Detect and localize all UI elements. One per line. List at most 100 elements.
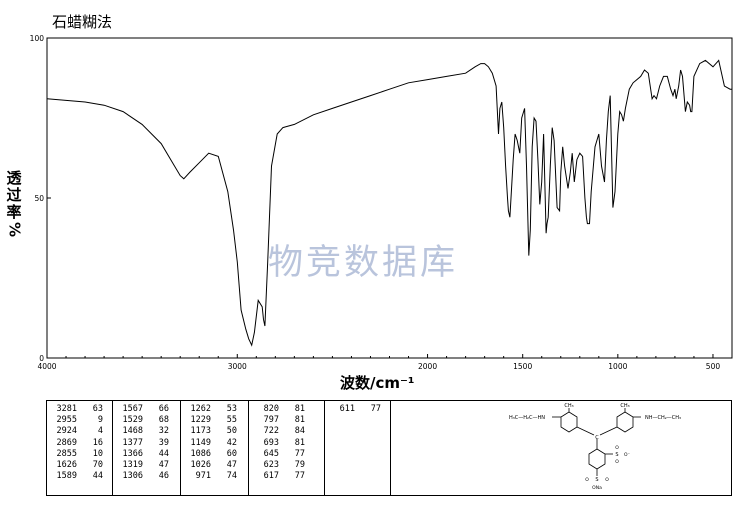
- peak-transmittance: 81: [294, 404, 305, 414]
- peak-column: 820 81 797 81 722 84 693 81 645 77 623 79 617 77: [249, 401, 325, 495]
- peak-wavenumber: 1306: [122, 471, 143, 482]
- peak-row: 2955 9: [47, 415, 112, 426]
- peak-row: 1026 47: [181, 460, 248, 471]
- peak-wavenumber: 1567: [122, 404, 143, 414]
- peak-transmittance: 79: [294, 460, 305, 471]
- peak-row: 1262 53: [181, 404, 248, 415]
- y-axis-label-char: 透: [6, 169, 22, 187]
- peak-wavenumber: 1366: [122, 448, 143, 459]
- y-tick-label: 100: [30, 34, 45, 43]
- peak-wavenumber: 1589: [56, 471, 77, 482]
- peak-transmittance: 46: [158, 471, 169, 482]
- peak-transmittance: 9: [97, 415, 103, 426]
- peak-row: 611 77: [325, 404, 390, 415]
- peak-wavenumber: 617: [263, 471, 279, 482]
- structure-label: O: [615, 459, 619, 465]
- peak-transmittance: 70: [92, 460, 103, 471]
- peak-row: 2869 16: [47, 438, 112, 449]
- peak-transmittance: 32: [158, 426, 169, 437]
- ir-spectrum-chart: 4000 3000 2000 1500 1000 500 0 50 100: [30, 34, 733, 371]
- plot-frame: [46, 37, 733, 359]
- x-tick-label: 1000: [608, 362, 627, 371]
- x-tick-label: 3000: [228, 362, 247, 371]
- structure-label: NH—CH₂—CH₃: [645, 415, 681, 421]
- structure-label: CH₃: [564, 403, 573, 409]
- peak-transmittance: 81: [294, 437, 305, 448]
- structure-label: C: [595, 435, 599, 441]
- peak-wavenumber: 2955: [56, 415, 77, 426]
- peak-wavenumber: 611: [339, 404, 355, 414]
- y-axis-ticks: 0 50 100: [30, 34, 51, 363]
- structure-label: S: [615, 452, 618, 458]
- peak-row: 1377 39: [113, 438, 180, 449]
- peak-row: 693 81: [249, 438, 324, 449]
- peak-transmittance: 16: [92, 437, 103, 448]
- peak-transmittance: 4: [97, 426, 103, 437]
- peak-row: 1306 46: [113, 471, 180, 482]
- peak-wavenumber: 623: [263, 460, 279, 471]
- peak-transmittance: 77: [370, 404, 381, 414]
- peak-row: 2855 10: [47, 449, 112, 460]
- x-axis-label: 波数/cm⁻¹: [340, 374, 415, 392]
- peak-transmittance: 39: [158, 437, 169, 448]
- x-tick-label: 2000: [418, 362, 437, 371]
- x-tick-label: 1500: [513, 362, 532, 371]
- y-axis-label-char: 率: [6, 203, 22, 221]
- peak-column: 3281 63 2955 9 2924 4 2869 16 2855 10 1626 70 1589 44: [47, 401, 113, 495]
- peak-wavenumber: 971: [195, 471, 211, 482]
- peak-transmittance: 66: [158, 404, 169, 414]
- y-tick-label: 50: [34, 194, 44, 203]
- peak-transmittance: 60: [226, 448, 237, 459]
- peak-row: 1086 60: [181, 449, 248, 460]
- peak-wavenumber: 797: [263, 415, 279, 426]
- peak-wavenumber: 1529: [122, 415, 143, 426]
- y-axis-label-char: 过: [6, 186, 22, 204]
- peak-row: 2924 4: [47, 426, 112, 437]
- chart-title: 石蜡糊法: [52, 13, 113, 31]
- peak-wavenumber: 2869: [56, 437, 77, 448]
- peak-wavenumber: 1626: [56, 460, 77, 471]
- molecular-structure: H₃C—H₂C—HN CH₃ CH₃ NH—CH₂—CH₃ C S O O O⁻…: [509, 403, 681, 491]
- structure-label: O: [605, 477, 609, 483]
- peak-wavenumber: 2855: [56, 448, 77, 459]
- peak-wavenumber: 1377: [122, 437, 143, 448]
- peak-wavenumber: 1086: [190, 448, 211, 459]
- peak-wavenumber: 3281: [56, 404, 77, 414]
- structure-label: H₃C—H₂C—HN: [509, 415, 545, 421]
- y-axis-label: 透 过 率 %: [4, 170, 24, 238]
- peak-row: 1468 32: [113, 426, 180, 437]
- structure-label: CH₃: [620, 403, 629, 409]
- peak-transmittance: 42: [226, 437, 237, 448]
- structure-label: O: [585, 477, 589, 483]
- peak-row: 722 84: [249, 426, 324, 437]
- structure-label: O: [615, 445, 619, 451]
- peak-transmittance: 77: [294, 471, 305, 482]
- peak-row: 1149 42: [181, 438, 248, 449]
- peak-wavenumber: 1319: [122, 460, 143, 471]
- watermark: 物竞数据库: [268, 243, 459, 283]
- peak-row: 1319 47: [113, 460, 180, 471]
- x-axis-ticks: 4000 3000 2000 1500 1000 500: [37, 354, 720, 371]
- peak-row: 797 81: [249, 415, 324, 426]
- peak-wavenumber: 722: [263, 426, 279, 437]
- peak-column: 1262 53 1229 55 1173 50 1149 42 1086 60 1026 47 971 7…: [181, 401, 249, 495]
- peak-transmittance: 84: [294, 426, 305, 437]
- spectrum-line: [46, 59, 732, 347]
- x-tick-label: 500: [706, 362, 721, 371]
- structure-label: ONa: [592, 485, 602, 491]
- peak-row: 971 74: [181, 471, 248, 482]
- peak-transmittance: 74: [226, 471, 237, 482]
- peak-row: 1529 68: [113, 415, 180, 426]
- peak-column: 611 77: [325, 401, 391, 495]
- peak-row: 1366 44: [113, 449, 180, 460]
- peak-row: 1567 66: [113, 404, 180, 415]
- peak-transmittance: 47: [158, 460, 169, 471]
- peak-transmittance: 44: [158, 448, 169, 459]
- peak-transmittance: 77: [294, 448, 305, 459]
- peak-column: 1567 66 1529 68 1468 32 1377 39 1366 44 1319 47 1306…: [113, 401, 181, 495]
- peak-transmittance: 81: [294, 415, 305, 426]
- peak-transmittance: 63: [92, 404, 103, 414]
- peak-row: 820 81: [249, 404, 324, 415]
- peak-transmittance: 68: [158, 415, 169, 426]
- peak-row: 3281 63: [47, 404, 112, 415]
